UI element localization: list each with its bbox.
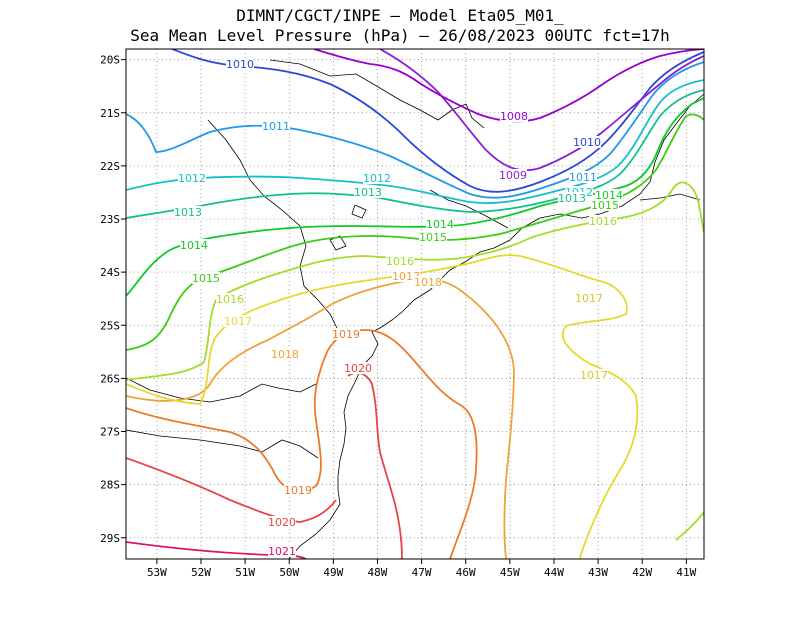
axis-ticks: 53W 52W 51W 50W 49W 48W 47W 46W 45W 44W 43W 42W 41W 2… <box>100 54 697 579</box>
isobar-label-1016: 1016 <box>216 293 244 306</box>
isobar-label-1008: 1008 <box>500 110 528 123</box>
isobar-label-1014-east: 1014 <box>595 189 623 202</box>
lon-tick-label: 47W <box>412 566 432 579</box>
isobar-1009 <box>379 49 704 172</box>
map-frame <box>125 48 705 560</box>
isobar-label-1015: 1015 <box>192 272 220 285</box>
lat-tick-label: 20S <box>100 54 120 67</box>
lon-tick-label: 48W <box>368 566 388 579</box>
isobar-label-1014: 1014 <box>180 239 208 252</box>
isobar-1018 <box>126 278 515 559</box>
isobar-label-1013-mid: 1013 <box>354 186 382 199</box>
lat-tick-label: 26S <box>100 372 120 385</box>
isobar-lines <box>126 49 704 559</box>
coastline <box>126 59 704 559</box>
lon-tick-label: 44W <box>544 566 564 579</box>
isobar-1013 <box>126 89 704 219</box>
lon-tick-label: 42W <box>632 566 652 579</box>
lon-tick-label: 46W <box>456 566 476 579</box>
isobar-1011 <box>126 61 704 199</box>
isobar-label-1018-mid: 1018 <box>414 276 442 289</box>
isobar-label-1021: 1021 <box>268 545 296 558</box>
lat-tick-label: 23S <box>100 213 120 226</box>
lat-tick-label: 27S <box>100 426 120 439</box>
map-content: 1010 1011 1012 1013 1014 1015 1016 1017 … <box>126 49 704 559</box>
isobar-1020 <box>126 457 337 523</box>
isobar-label-1017-mid: 1017 <box>392 270 420 283</box>
lat-tick-label: 28S <box>100 479 120 492</box>
chart-subtitle: Sea Mean Level Pressure (hPa) – 26/08/20… <box>130 26 670 45</box>
lon-tick-label: 41W <box>676 566 696 579</box>
isobar-1010 <box>171 49 704 193</box>
isobar-1012 <box>126 79 704 204</box>
isobar-label-1013-east: 1013 <box>558 192 586 205</box>
lon-tick-label: 52W <box>191 566 211 579</box>
lat-tick-label: 25S <box>100 319 120 332</box>
isobar-1020b <box>347 371 403 559</box>
isobar-1016b <box>675 511 704 541</box>
isobar-1015 <box>126 113 704 351</box>
isobar-label-1020: 1020 <box>344 362 372 375</box>
lon-tick-label: 49W <box>323 566 343 579</box>
isobar-label-1012-mid: 1012 <box>363 172 391 185</box>
chart-title: DIMNT/CGCT/INPE – Model Eta05_M01_ <box>236 6 564 25</box>
map-grid <box>126 49 704 559</box>
lon-tick-label: 53W <box>147 566 167 579</box>
lon-tick-label: 45W <box>500 566 520 579</box>
lat-tick-label: 24S <box>100 266 120 279</box>
isobar-label-1017: 1017 <box>224 315 252 328</box>
isobar-label-1015-east: 1015 <box>591 199 619 212</box>
lat-tick-label: 29S <box>100 532 120 545</box>
isobar-label-1018: 1018 <box>271 348 299 361</box>
lat-tick-label: 22S <box>100 160 120 173</box>
isobar-label-1011: 1011 <box>262 120 290 133</box>
lat-tick-label: 21S <box>100 107 120 120</box>
isobar-label-1012: 1012 <box>178 172 206 185</box>
isobar-1019 <box>126 329 478 559</box>
isobar-label-1016-mid: 1016 <box>386 255 414 268</box>
isobar-label-1011-east: 1011 <box>569 171 597 184</box>
isobar-labels: 1010 1011 1012 1013 1014 1015 1016 1017 … <box>174 58 623 558</box>
isobar-label-1017-east: 1017 <box>575 292 603 305</box>
isobar-label-1016-east: 1016 <box>589 215 617 228</box>
lon-tick-label: 43W <box>588 566 608 579</box>
isobar-label-1010-east: 1010 <box>573 136 601 149</box>
isobar-1017 <box>126 254 639 559</box>
isobar-label-1017-southeast: 1017 <box>580 369 608 382</box>
isobar-label-1013: 1013 <box>174 206 202 219</box>
lon-tick-label: 51W <box>235 566 255 579</box>
isobar-label-1019: 1019 <box>332 328 360 341</box>
isobar-label-1009: 1009 <box>499 169 527 182</box>
isobar-1014 <box>126 97 704 297</box>
isobar-1016 <box>126 181 704 381</box>
isobar-label-1010: 1010 <box>226 58 254 71</box>
lon-tick-label: 50W <box>279 566 299 579</box>
isobar-label-1014-mid: 1014 <box>426 218 454 231</box>
isobar-label-1015-mid: 1015 <box>419 231 447 244</box>
isobar-label-1020-south: 1020 <box>268 516 296 529</box>
isobar-label-1019-south: 1019 <box>284 484 312 497</box>
